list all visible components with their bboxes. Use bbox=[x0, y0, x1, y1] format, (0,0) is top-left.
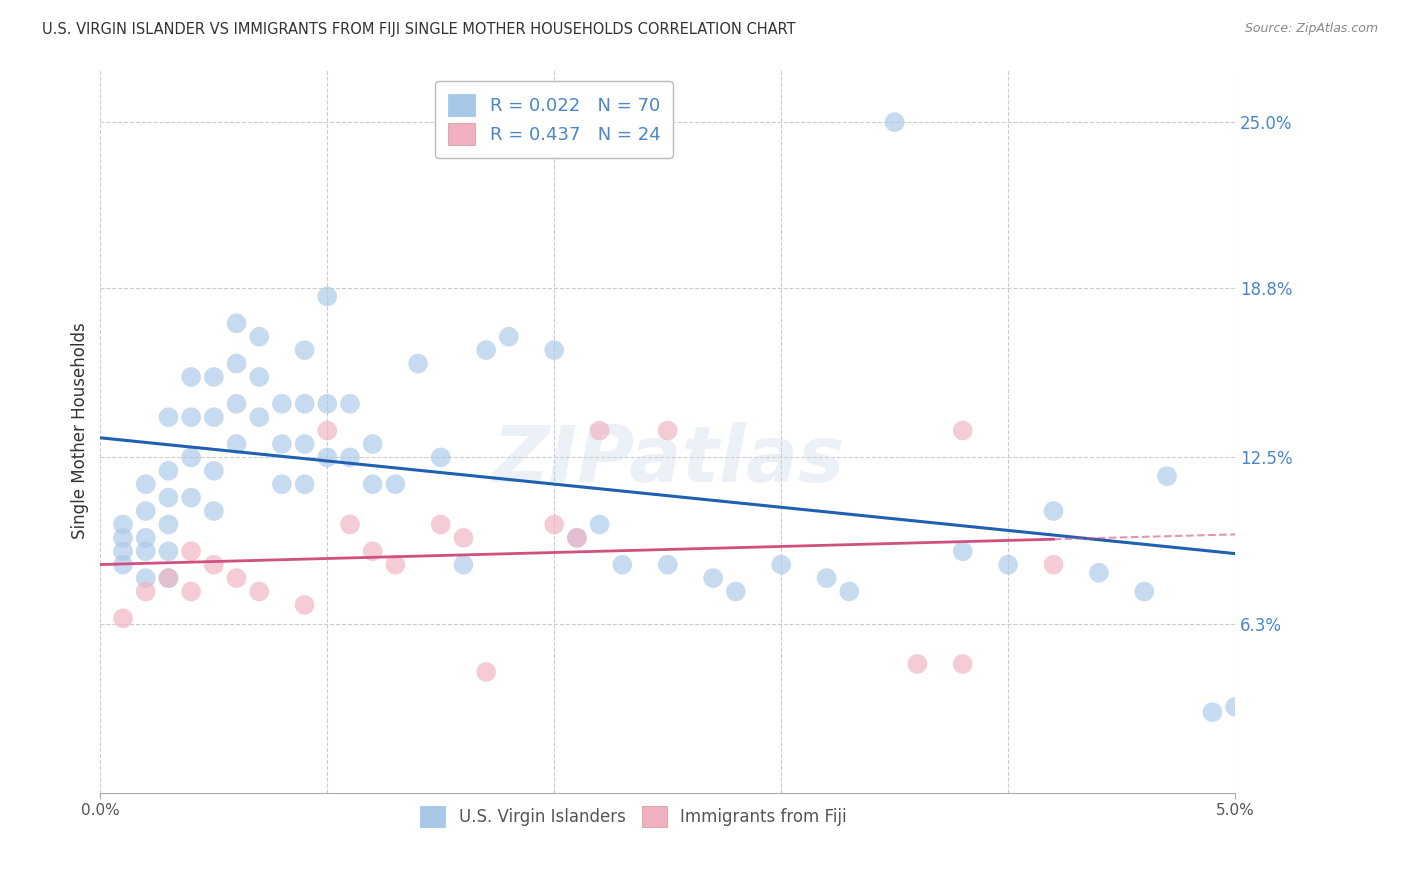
Point bbox=[157, 410, 180, 425]
Point bbox=[838, 584, 860, 599]
Point bbox=[180, 410, 202, 425]
Point bbox=[202, 464, 225, 478]
Text: U.S. VIRGIN ISLANDER VS IMMIGRANTS FROM FIJI SINGLE MOTHER HOUSEHOLDS CORRELATIO: U.S. VIRGIN ISLANDER VS IMMIGRANTS FROM … bbox=[42, 22, 796, 37]
Point bbox=[361, 544, 384, 558]
Point bbox=[543, 517, 565, 532]
Point bbox=[225, 316, 247, 330]
Point bbox=[657, 424, 679, 438]
Point bbox=[453, 531, 475, 545]
Point bbox=[384, 558, 406, 572]
Point bbox=[225, 437, 247, 451]
Point bbox=[157, 517, 180, 532]
Point bbox=[202, 504, 225, 518]
Point bbox=[952, 657, 974, 671]
Point bbox=[316, 424, 339, 438]
Point bbox=[135, 477, 157, 491]
Point bbox=[702, 571, 724, 585]
Point bbox=[883, 115, 905, 129]
Point bbox=[952, 544, 974, 558]
Point bbox=[997, 558, 1019, 572]
Point bbox=[135, 504, 157, 518]
Point bbox=[247, 370, 270, 384]
Point bbox=[202, 370, 225, 384]
Point bbox=[657, 558, 679, 572]
Point bbox=[588, 517, 610, 532]
Point bbox=[112, 517, 135, 532]
Point bbox=[1201, 705, 1223, 719]
Point bbox=[135, 584, 157, 599]
Point bbox=[453, 558, 475, 572]
Point bbox=[247, 329, 270, 343]
Point bbox=[316, 450, 339, 465]
Point bbox=[157, 544, 180, 558]
Point bbox=[724, 584, 747, 599]
Point bbox=[271, 397, 294, 411]
Point bbox=[135, 571, 157, 585]
Point bbox=[588, 424, 610, 438]
Point bbox=[612, 558, 634, 572]
Point bbox=[1133, 584, 1156, 599]
Point bbox=[361, 477, 384, 491]
Point bbox=[498, 329, 520, 343]
Point bbox=[339, 450, 361, 465]
Point bbox=[316, 397, 339, 411]
Point bbox=[294, 437, 316, 451]
Point bbox=[112, 544, 135, 558]
Point bbox=[475, 665, 498, 679]
Point bbox=[157, 571, 180, 585]
Point bbox=[429, 517, 451, 532]
Point bbox=[429, 450, 451, 465]
Point bbox=[339, 397, 361, 411]
Point bbox=[225, 397, 247, 411]
Point bbox=[112, 611, 135, 625]
Point bbox=[294, 343, 316, 358]
Point bbox=[180, 450, 202, 465]
Point bbox=[202, 558, 225, 572]
Point bbox=[1088, 566, 1111, 580]
Point bbox=[247, 584, 270, 599]
Point bbox=[247, 410, 270, 425]
Point bbox=[157, 464, 180, 478]
Point bbox=[316, 289, 339, 303]
Point bbox=[361, 437, 384, 451]
Text: ZIPatlas: ZIPatlas bbox=[492, 422, 844, 498]
Point bbox=[770, 558, 793, 572]
Point bbox=[565, 531, 588, 545]
Y-axis label: Single Mother Households: Single Mother Households bbox=[72, 322, 89, 539]
Point bbox=[112, 531, 135, 545]
Point bbox=[225, 571, 247, 585]
Point bbox=[202, 410, 225, 425]
Point bbox=[225, 357, 247, 371]
Point bbox=[520, 142, 543, 156]
Point bbox=[157, 491, 180, 505]
Point bbox=[294, 477, 316, 491]
Point bbox=[543, 343, 565, 358]
Point bbox=[406, 357, 429, 371]
Point bbox=[952, 424, 974, 438]
Point bbox=[1042, 558, 1064, 572]
Point bbox=[1156, 469, 1178, 483]
Point bbox=[180, 544, 202, 558]
Point bbox=[135, 531, 157, 545]
Point bbox=[294, 397, 316, 411]
Point bbox=[294, 598, 316, 612]
Point bbox=[905, 657, 928, 671]
Point bbox=[180, 370, 202, 384]
Point bbox=[1223, 699, 1246, 714]
Text: Source: ZipAtlas.com: Source: ZipAtlas.com bbox=[1244, 22, 1378, 36]
Point bbox=[271, 477, 294, 491]
Point bbox=[339, 517, 361, 532]
Point bbox=[271, 437, 294, 451]
Point bbox=[1042, 504, 1064, 518]
Point bbox=[180, 491, 202, 505]
Point bbox=[384, 477, 406, 491]
Legend: U.S. Virgin Islanders, Immigrants from Fiji: U.S. Virgin Islanders, Immigrants from F… bbox=[412, 798, 855, 835]
Point bbox=[180, 584, 202, 599]
Point bbox=[112, 558, 135, 572]
Point bbox=[815, 571, 838, 585]
Point bbox=[157, 571, 180, 585]
Point bbox=[475, 343, 498, 358]
Point bbox=[565, 531, 588, 545]
Point bbox=[135, 544, 157, 558]
